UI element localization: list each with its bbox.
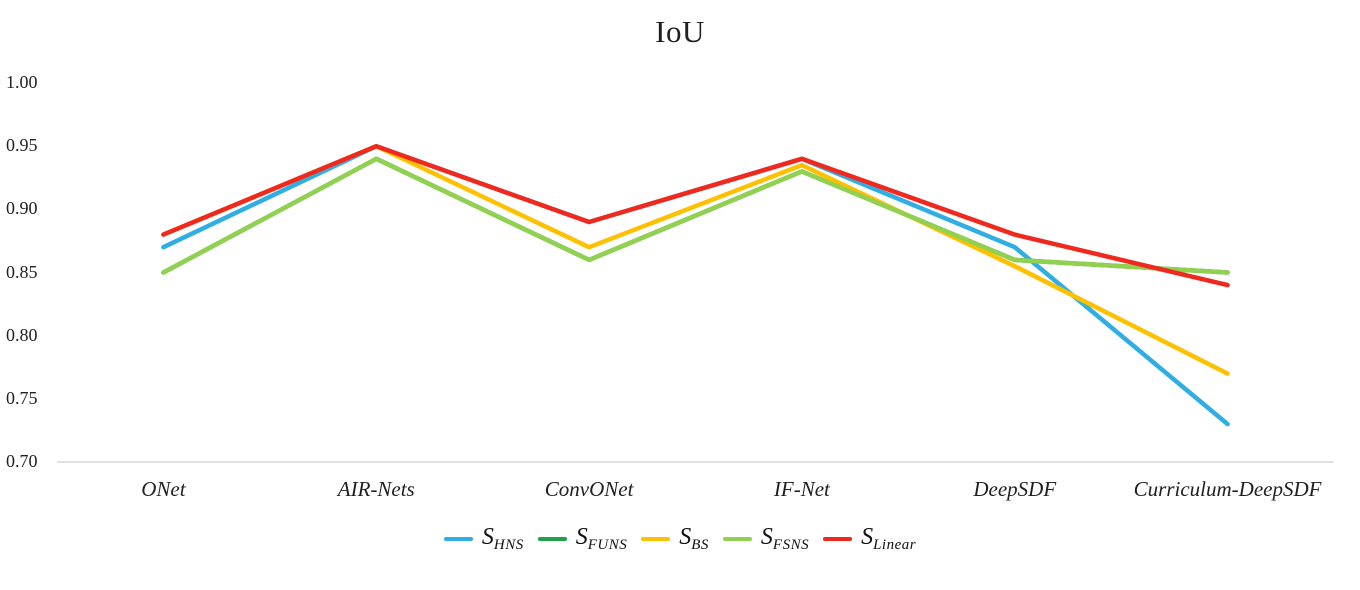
series-line-s-bs (161, 143, 1230, 376)
legend-swatch-icon (641, 537, 671, 541)
x-tick-label-convonet: ConvONet (544, 477, 634, 501)
legend-swatch-icon (537, 537, 567, 541)
legend-item-s-hns: SHNS (443, 524, 524, 554)
legend-label: SLinear (861, 524, 917, 553)
y-tick-label: 1.00 (6, 72, 38, 92)
legend-label: SHNS (481, 524, 524, 553)
series-line-s-linear (161, 143, 1230, 288)
y-tick-label: 0.90 (6, 198, 38, 219)
legend-item-s-fsns: SFSNS (722, 524, 810, 554)
x-tick-label-curriculum-deepsdf: Curriculum-DeepSDF (1133, 477, 1322, 501)
y-tick-label: 0.75 (6, 387, 38, 408)
legend-label: SFSNS (760, 524, 810, 553)
legend-swatch-icon (823, 537, 853, 541)
y-tick-label: 0.70 (6, 451, 38, 471)
y-tick-label: 0.95 (6, 135, 38, 156)
x-tick-label-onet: ONet (141, 477, 186, 501)
chart-title: IoU (655, 14, 705, 49)
y-tick-label: 0.85 (6, 261, 38, 282)
legend: SHNS SFUNS SBS SFSNS SLinear (0, 524, 1360, 554)
legend-label: SBS (679, 524, 709, 553)
series-line-s-fsns (161, 156, 1230, 275)
legend-swatch-icon (443, 537, 473, 541)
legend-item-s-bs: SBS (641, 524, 709, 554)
legend-item-s-linear: SLinear (823, 524, 916, 554)
x-tick-label-if-net: IF-Net (773, 477, 830, 501)
y-tick-label: 0.80 (6, 324, 38, 345)
legend-swatch-icon (722, 537, 752, 541)
x-tick-label-air-nets: AIR-Nets (337, 477, 415, 501)
legend-label: SFUNS (575, 524, 628, 553)
legend-item-s-funs: SFUNS (537, 524, 628, 554)
x-tick-label-deepsdf: DeepSDF (973, 477, 1057, 501)
